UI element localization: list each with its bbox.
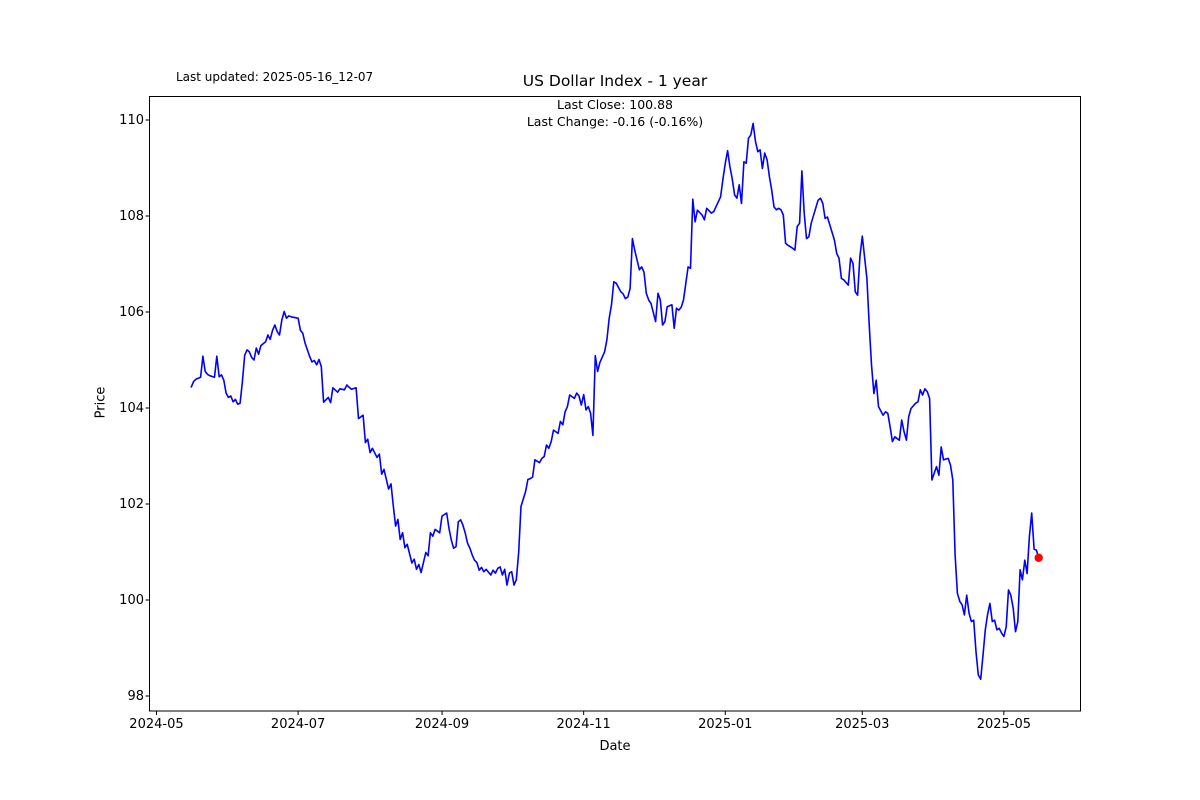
chart-title: US Dollar Index - 1 year (522, 72, 708, 90)
x-tick-label: 2024-07 (270, 717, 326, 732)
y-tick-label: 100 (119, 592, 144, 608)
dollar-index-line (190, 122, 1040, 681)
x-tick-label: 2024-09 (414, 717, 470, 732)
x-tick-label: 2025-03 (835, 717, 890, 732)
axis-tick-marks (145, 119, 1005, 715)
y-tick-label: 98 (127, 688, 144, 704)
y-tick-label: 106 (119, 304, 144, 320)
y-tick-label: 108 (119, 208, 144, 224)
last-change-annotation: Last Change: -0.16 (-0.16%) (526, 114, 704, 129)
plot-area-border (149, 96, 1081, 712)
last-close-marker (1034, 553, 1043, 562)
x-tick-label: 2024-11 (556, 717, 611, 732)
last-close-annotation: Last Close: 100.88 (557, 97, 673, 112)
y-tick-label: 110 (119, 112, 144, 128)
x-tick-label: 2025-01 (698, 717, 753, 732)
x-tick-label: 2025-05 (976, 717, 1032, 732)
y-tick-label: 104 (119, 400, 144, 416)
x-axis-label: Date (599, 739, 631, 754)
x-tick-label: 2024-05 (129, 717, 184, 732)
last-updated-text: Last updated: 2025-05-16_12-07 (176, 70, 374, 84)
y-tick-label: 102 (119, 496, 144, 512)
